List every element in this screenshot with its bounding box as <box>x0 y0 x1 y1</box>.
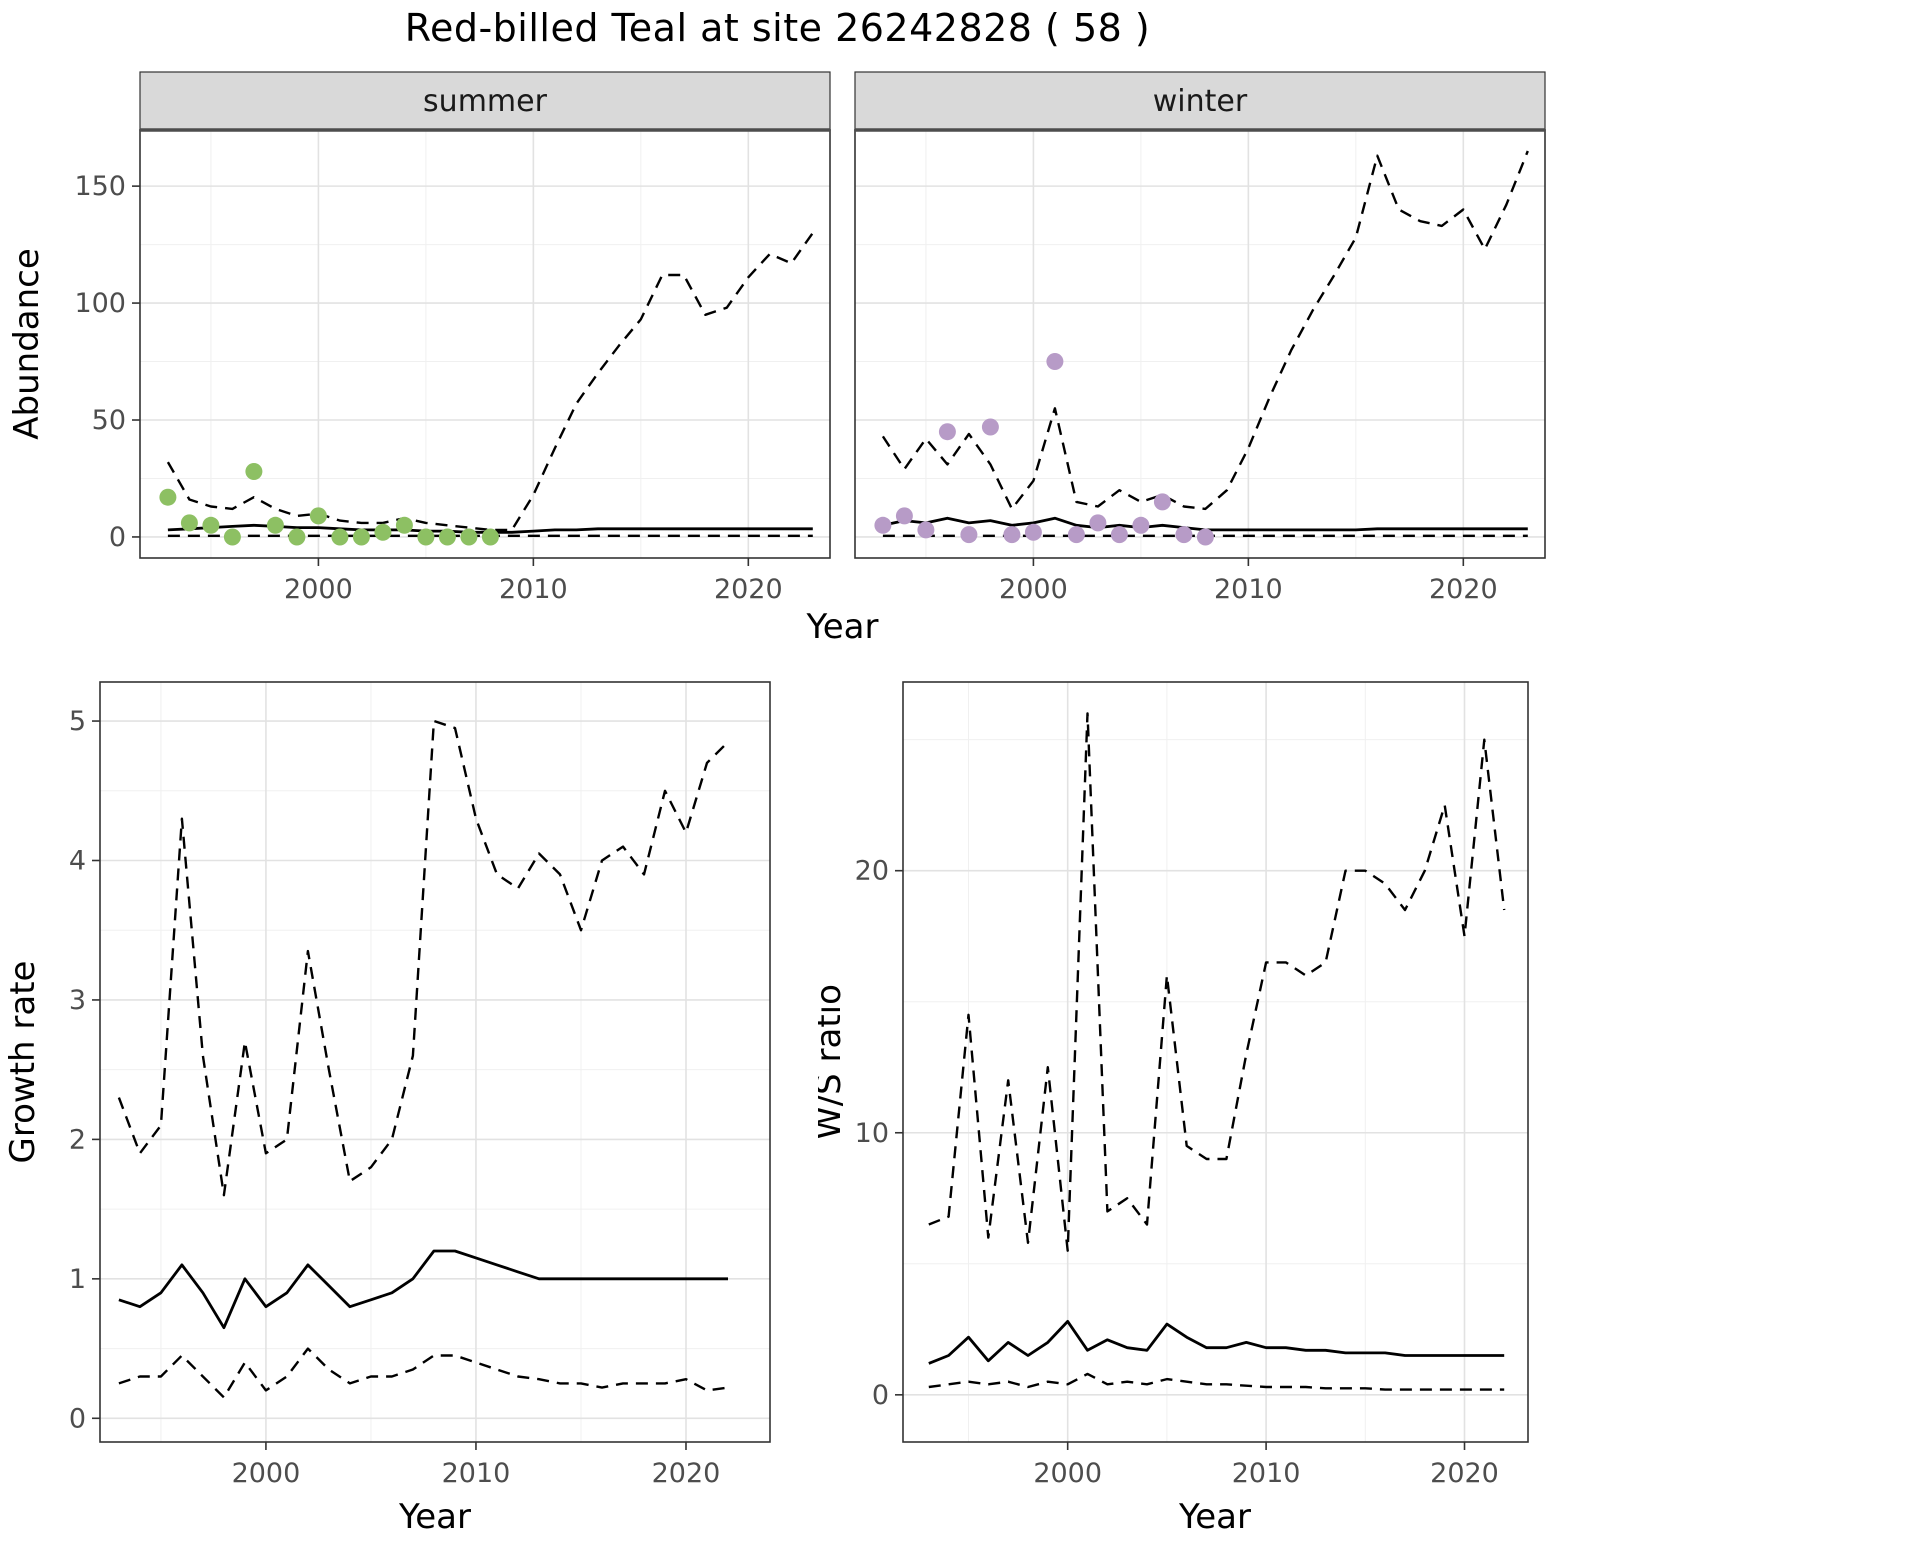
data-point <box>1196 528 1214 546</box>
data-point <box>395 516 413 534</box>
abundance-facet-row: 2000 2010 2020 0 50 100 150 summer 2000 2010 2020 w… <box>7 71 1546 647</box>
data-point <box>1024 523 1042 541</box>
y-tick-label: 10 <box>855 1118 889 1149</box>
y-tick-label: 2 <box>69 1124 86 1155</box>
facet-strip-label: winter <box>1153 84 1248 119</box>
y-tick-label: 0 <box>69 1403 86 1434</box>
panel-abundance-summer: 2000 2010 2020 0 50 100 150 summer <box>74 71 831 605</box>
series-upper-95ci <box>881 150 1529 511</box>
y-tick-label: 5 <box>69 706 86 737</box>
x-tick-label: 2000 <box>1033 1458 1102 1489</box>
data-point <box>1153 493 1171 511</box>
x-tick-label: 2000 <box>284 574 353 605</box>
facet-strip <box>854 71 1546 131</box>
gridlines-growth-rate <box>100 682 770 1442</box>
data-point <box>874 516 892 534</box>
data-point <box>938 423 956 441</box>
data-point <box>331 528 349 546</box>
data-point <box>417 528 435 546</box>
panel-abundance-winter: 2000 2010 2020 winter <box>854 71 1546 605</box>
series-observed-counts <box>874 353 1214 546</box>
data-point <box>202 516 220 534</box>
data-point <box>895 507 913 525</box>
x-tick-label: 2020 <box>1429 574 1498 605</box>
series-upper-95ci <box>928 712 1506 1252</box>
data-point <box>288 528 306 546</box>
panel-border <box>99 681 771 1443</box>
data-point <box>1132 516 1150 534</box>
x-tick-label: 2000 <box>999 574 1068 605</box>
x-tick-label: 2010 <box>1214 574 1283 605</box>
gridlines-ws-ratio <box>903 682 1528 1442</box>
x-tick-label: 2000 <box>232 1458 301 1489</box>
growth-rate-panel: 2000 2010 2020 0 1 2 3 4 5 Growth rate Year <box>3 681 771 1537</box>
data-point <box>1046 353 1064 370</box>
data-point <box>1175 526 1193 544</box>
data-point <box>159 488 177 506</box>
data-point <box>180 514 198 532</box>
data-point <box>438 528 456 546</box>
panel-growth-rate: 2000 2010 2020 0 1 2 3 4 5 <box>69 681 771 1489</box>
data-point <box>245 463 263 480</box>
y-axis-title: W/S ratio <box>818 984 849 1140</box>
data-point <box>1003 526 1021 544</box>
data-point <box>374 523 392 541</box>
y-tick-label: 100 <box>74 288 126 319</box>
y-tick-label: 50 <box>92 405 126 436</box>
x-tick-label: 2010 <box>499 574 568 605</box>
facet-strip <box>139 71 831 131</box>
x-tick-label: 2020 <box>714 574 783 605</box>
facet-strip-label: summer <box>423 84 548 119</box>
series-lower-95ci <box>118 1347 729 1399</box>
y-tick-label: 1 <box>69 1264 86 1295</box>
data-point <box>1067 526 1085 544</box>
data-point <box>309 507 327 525</box>
x-tick-label: 2010 <box>1232 1458 1301 1489</box>
series-fitted-median <box>928 1320 1505 1365</box>
series-fitted-median <box>118 1249 728 1330</box>
data-point <box>352 528 370 546</box>
y-tick-label: 4 <box>69 845 86 876</box>
panel-border <box>902 681 1529 1443</box>
series-upper-95ci <box>166 232 814 532</box>
chart-title: Red-billed Teal at site 26242828 ( 58 ) <box>404 6 1151 50</box>
y-tick-label: 20 <box>855 856 889 887</box>
y-tick-label: 0 <box>109 522 126 553</box>
y-axis-title: Growth rate <box>3 961 43 1164</box>
panel-ws-ratio: 2000 2010 2020 0 10 20 <box>855 681 1529 1489</box>
series-lower-95ci <box>928 1372 1505 1391</box>
x-tick-label: 2020 <box>1430 1458 1499 1489</box>
data-point <box>917 521 935 539</box>
data-point <box>266 516 284 534</box>
y-axis-title: Abundance <box>7 248 47 440</box>
x-axis-title: Year <box>1178 1497 1251 1537</box>
x-axis-title: Year <box>398 1497 471 1537</box>
data-point <box>981 418 999 436</box>
data-point <box>223 528 241 546</box>
data-point <box>481 528 499 546</box>
ws-ratio-panel: 2000 2010 2020 0 10 20 W/S ratio Year <box>818 681 1529 1537</box>
y-tick-label: 3 <box>69 985 86 1016</box>
y-tick-label: 0 <box>872 1380 889 1411</box>
data-point <box>960 526 978 544</box>
data-point <box>1110 526 1128 544</box>
data-point <box>460 528 478 546</box>
x-tick-label: 2010 <box>442 1458 511 1489</box>
x-tick-label: 2020 <box>652 1458 721 1489</box>
series-upper-95ci <box>117 719 729 1197</box>
y-tick-label: 150 <box>74 171 126 202</box>
series-observed-counts <box>159 463 499 546</box>
data-point <box>1089 514 1107 532</box>
x-axis-title: Year <box>806 607 879 647</box>
